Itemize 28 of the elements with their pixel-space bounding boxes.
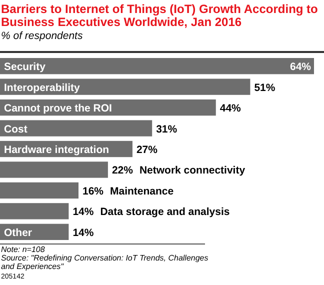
data-label: 51% bbox=[254, 82, 276, 94]
y-tick-label: Network connectivity bbox=[139, 164, 246, 177]
data-label: 27% bbox=[136, 144, 158, 156]
bar bbox=[0, 203, 69, 220]
data-label: 16% bbox=[82, 185, 104, 198]
data-label: 31% bbox=[156, 123, 178, 136]
data-label: 22% bbox=[112, 164, 134, 177]
bar bbox=[0, 78, 250, 95]
bar bbox=[0, 162, 108, 178]
y-tick-label: Security bbox=[4, 61, 46, 74]
text: Note: n=108 bbox=[1, 245, 46, 254]
data-label: 14% bbox=[72, 226, 94, 239]
bar bbox=[0, 182, 78, 199]
chart-subtitle: % of respondents bbox=[1, 30, 84, 42]
data-label: 44% bbox=[220, 102, 242, 115]
y-tick-label: Cannot prove the ROI bbox=[4, 102, 112, 115]
source-note: Source: "Redefining Conversation: IoT Trends, Challenges and Experiences" bbox=[1, 254, 208, 271]
y-tick-label: Maintenance bbox=[110, 185, 174, 198]
bar bbox=[0, 120, 152, 136]
data-label: 64% bbox=[290, 61, 312, 74]
bar bbox=[0, 58, 314, 74]
y-tick-label: Interoperability bbox=[4, 82, 80, 94]
data-label: 14% bbox=[72, 206, 94, 218]
y-tick-label: Data storage and analysis bbox=[100, 206, 230, 218]
y-tick-label: Hardware integration bbox=[4, 144, 110, 156]
chart-title: Barriers to Internet of Things (IoT) Growth According to Business Executives Worldwide, Jan 2016 bbox=[1, 2, 318, 29]
y-tick-label: Cost bbox=[4, 123, 28, 136]
y-tick-label: Other bbox=[4, 226, 32, 239]
